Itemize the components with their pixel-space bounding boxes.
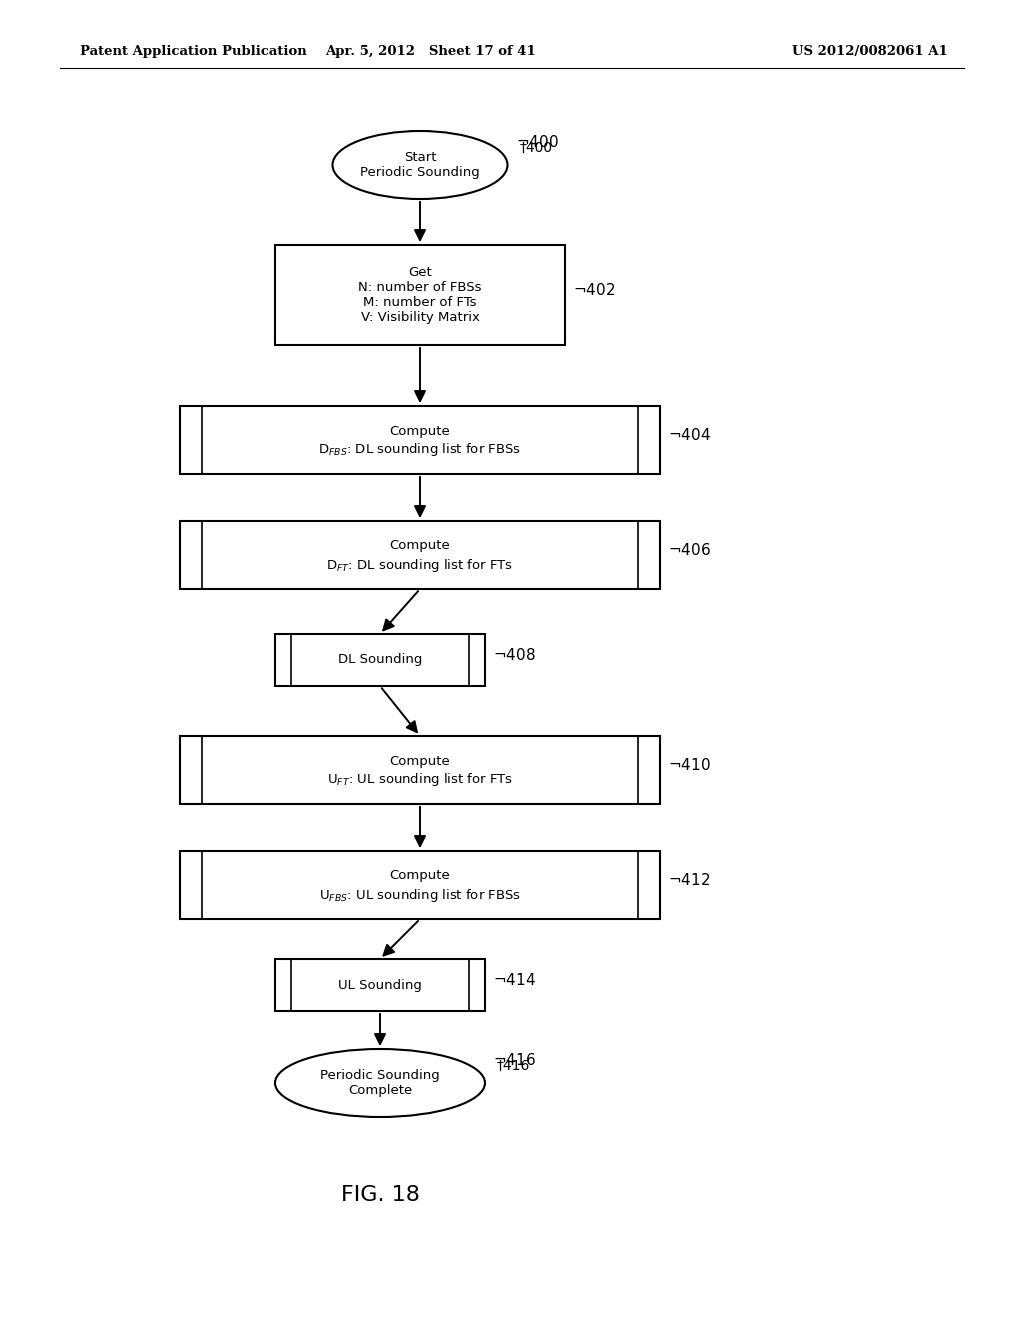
Text: US 2012/0082061 A1: US 2012/0082061 A1 [793, 45, 948, 58]
Text: Periodic Sounding
Complete: Periodic Sounding Complete [321, 1069, 440, 1097]
Text: $\mathregular{\neg}$402: $\mathregular{\neg}$402 [573, 282, 615, 298]
Text: Compute: Compute [389, 540, 451, 553]
Text: Patent Application Publication: Patent Application Publication [80, 45, 307, 58]
FancyBboxPatch shape [275, 960, 485, 1011]
Text: D$_{FT}$: DL sounding list for FTs: D$_{FT}$: DL sounding list for FTs [327, 557, 514, 573]
Text: Get
N: number of FBSs
M: number of FTs
V: Visibility Matrix: Get N: number of FBSs M: number of FTs V… [358, 267, 481, 323]
Text: $\mathregular{\neg}$400: $\mathregular{\neg}$400 [515, 135, 558, 150]
Text: $\mathregular{\neg}$404: $\mathregular{\neg}$404 [668, 426, 711, 444]
Text: $\mathregular{\neg}$410: $\mathregular{\neg}$410 [668, 756, 711, 774]
Text: U$_{FT}$: UL sounding list for FTs: U$_{FT}$: UL sounding list for FTs [327, 771, 513, 788]
Text: U$_{FBS}$: UL sounding list for FBSs: U$_{FBS}$: UL sounding list for FBSs [318, 887, 521, 903]
Text: †416: †416 [497, 1059, 530, 1073]
Text: Compute: Compute [389, 755, 451, 767]
Text: $\mathregular{\neg}$416: $\mathregular{\neg}$416 [493, 1052, 536, 1068]
Text: DL Sounding: DL Sounding [338, 653, 422, 667]
FancyBboxPatch shape [180, 737, 660, 804]
Text: Compute: Compute [389, 870, 451, 883]
FancyBboxPatch shape [275, 246, 565, 345]
Text: D$_{FBS}$: DL sounding list for FBSs: D$_{FBS}$: DL sounding list for FBSs [318, 441, 521, 458]
Text: $\mathregular{\neg}$406: $\mathregular{\neg}$406 [668, 543, 711, 558]
Text: $\mathregular{\neg}$408: $\mathregular{\neg}$408 [493, 647, 536, 663]
Text: $\mathregular{\neg}$414: $\mathregular{\neg}$414 [493, 972, 536, 987]
Text: Start
Periodic Sounding: Start Periodic Sounding [360, 150, 480, 180]
FancyBboxPatch shape [275, 634, 485, 686]
Text: Compute: Compute [389, 425, 451, 437]
FancyBboxPatch shape [180, 851, 660, 919]
Text: †400: †400 [519, 141, 553, 154]
Text: Apr. 5, 2012   Sheet 17 of 41: Apr. 5, 2012 Sheet 17 of 41 [325, 45, 536, 58]
Text: UL Sounding: UL Sounding [338, 978, 422, 991]
FancyBboxPatch shape [180, 407, 660, 474]
Text: FIG. 18: FIG. 18 [341, 1185, 420, 1205]
FancyBboxPatch shape [180, 521, 660, 589]
Text: $\mathregular{\neg}$412: $\mathregular{\neg}$412 [668, 873, 711, 888]
